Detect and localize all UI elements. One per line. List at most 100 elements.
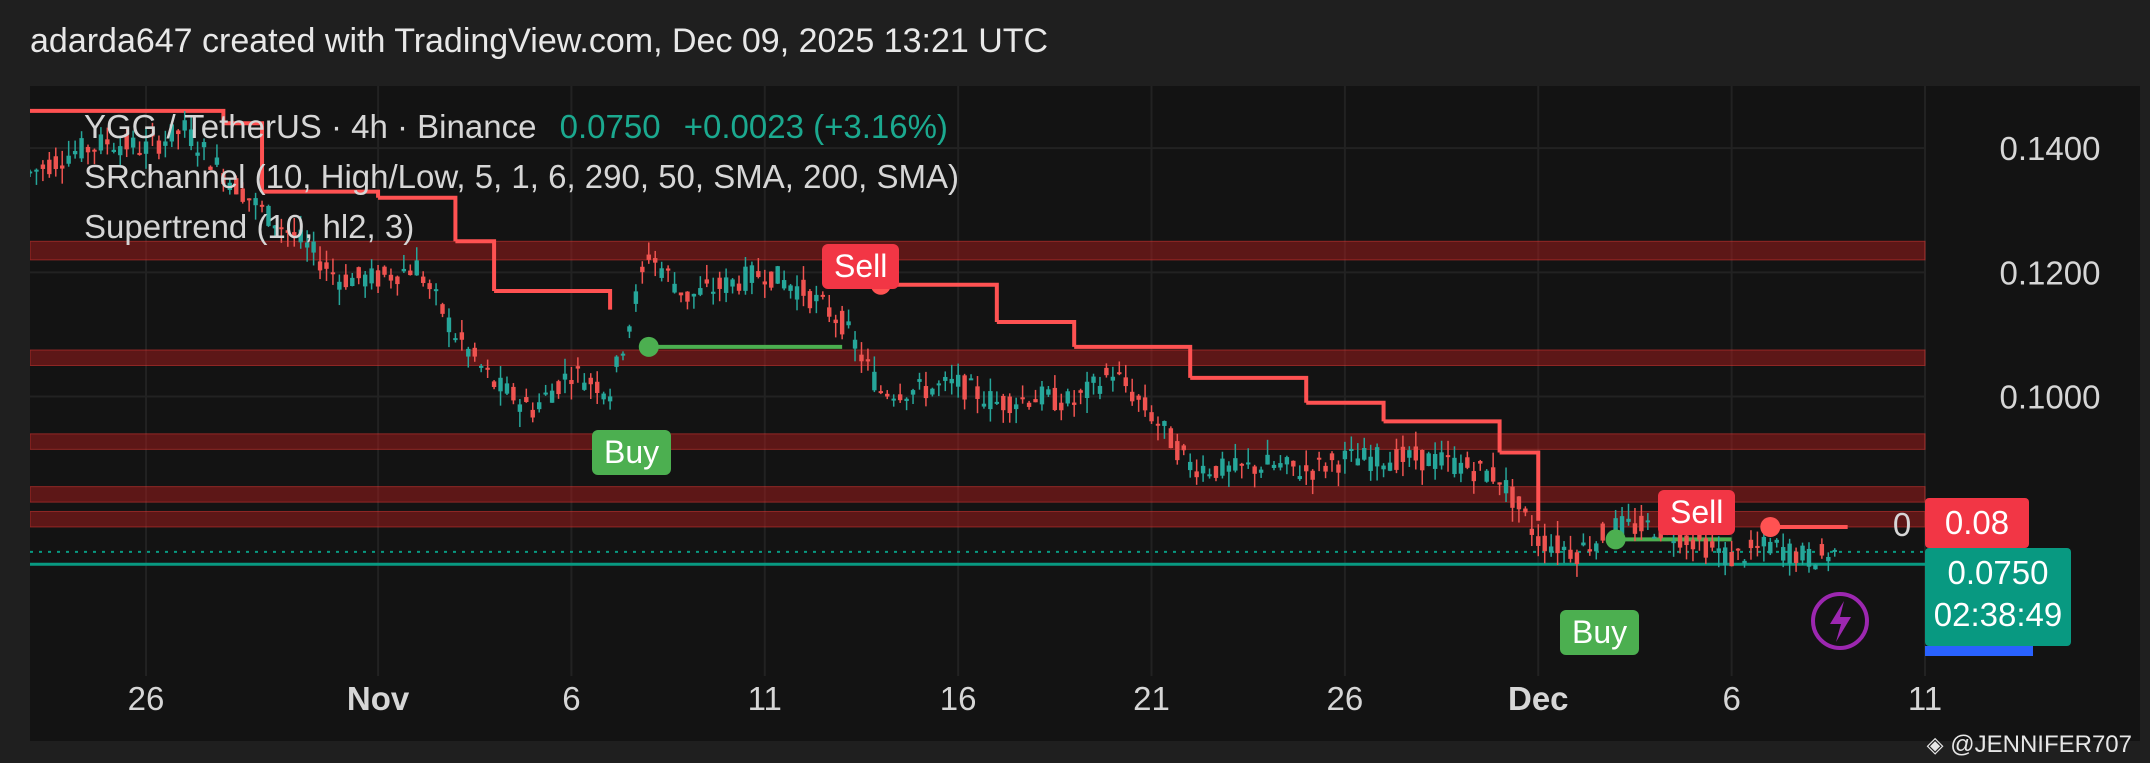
candle-body xyxy=(988,391,993,410)
candle-body xyxy=(1787,543,1792,564)
candle-body xyxy=(105,139,110,145)
buy-signal-dot xyxy=(1605,529,1626,550)
candle-body xyxy=(433,289,439,292)
candle-body xyxy=(1065,391,1070,404)
candle-body xyxy=(66,155,71,164)
x-tick-label: 11 xyxy=(748,680,782,717)
candle-body xyxy=(736,283,742,291)
candle-body xyxy=(478,365,484,368)
candle-body xyxy=(633,291,639,304)
candle-body xyxy=(917,379,922,382)
x-tick-label: 6 xyxy=(562,680,580,717)
candle-body xyxy=(1748,539,1754,549)
candle-body xyxy=(659,268,664,278)
candle-body xyxy=(1432,454,1438,469)
legend-symbol-row: YGG / TetherUS · 4h · Binance 0.0750 +0.… xyxy=(84,108,948,146)
candle-body xyxy=(1020,397,1025,400)
lightning-icon xyxy=(1811,592,1869,650)
candle-body xyxy=(1529,528,1535,535)
legend-supertrend: Supertrend (10, hl2, 3) xyxy=(84,208,415,245)
candle-body xyxy=(801,279,806,296)
candle-body xyxy=(1780,547,1786,561)
candle-body xyxy=(1413,446,1418,461)
candle-body xyxy=(124,133,129,150)
candle-body xyxy=(1136,395,1141,400)
candle-body xyxy=(1336,464,1341,473)
supertrend-line xyxy=(1074,344,1193,378)
candle-body xyxy=(30,171,33,174)
candle-body xyxy=(1039,386,1045,405)
candle-body xyxy=(1374,447,1380,467)
candle-body xyxy=(1258,469,1264,473)
candle-body xyxy=(1304,465,1309,472)
candle-body xyxy=(607,396,613,402)
sell-signal-dot xyxy=(1760,516,1781,537)
candle-body xyxy=(1523,508,1528,513)
x-tick-label: 26 xyxy=(128,680,165,717)
candle-body xyxy=(504,383,510,394)
candle-body xyxy=(511,386,516,401)
candle-body xyxy=(401,268,407,272)
candle-body xyxy=(111,149,116,152)
candle-body xyxy=(1516,496,1522,510)
candle-body xyxy=(1188,461,1193,471)
candle-body xyxy=(1381,465,1386,470)
candle-body xyxy=(1471,471,1477,482)
candle-body xyxy=(1490,467,1496,482)
candle-body xyxy=(150,134,155,137)
candle-body xyxy=(453,338,458,341)
sell-signal-label: Sell xyxy=(822,244,900,289)
candle-body xyxy=(1671,541,1676,544)
candle-body xyxy=(1568,549,1573,559)
candle-body xyxy=(1478,460,1483,464)
candle-body xyxy=(1097,385,1103,394)
x-tick-label: Dec xyxy=(1508,680,1569,717)
candle-body xyxy=(1710,541,1715,548)
candle-body xyxy=(517,404,523,412)
candle-body xyxy=(569,379,574,385)
candle-body xyxy=(1078,390,1083,393)
candle-body xyxy=(156,140,162,154)
candle-body xyxy=(1555,535,1560,554)
candle-body xyxy=(1619,516,1625,535)
current-price-box: 0.0750 02:38:49 xyxy=(1925,548,2071,646)
candle-body xyxy=(691,293,697,297)
candle-body xyxy=(672,283,677,293)
candle-body xyxy=(595,381,600,393)
candle-body xyxy=(1033,399,1038,403)
x-tick-label: Nov xyxy=(347,680,410,717)
candle-body xyxy=(1548,546,1554,553)
candle-body xyxy=(1349,449,1354,452)
candle-body xyxy=(1291,460,1296,467)
candle-body xyxy=(298,229,303,243)
candle-body xyxy=(794,286,800,300)
candle-body xyxy=(253,198,258,206)
candle-body xyxy=(1368,456,1373,471)
supertrend-line xyxy=(1190,375,1309,403)
candle-body xyxy=(730,279,735,287)
candle-body xyxy=(1046,389,1051,395)
candle-body xyxy=(788,285,793,291)
candle-body xyxy=(1632,523,1638,534)
candle-body xyxy=(1452,457,1457,475)
candle-body xyxy=(1510,486,1515,508)
candle-body xyxy=(1297,476,1302,480)
price-chart[interactable]: 0.1400 0.1200 0.1000 26 Nov 6 11 16 21 26 Dec 6 11 xyxy=(30,86,2140,741)
chart-panel[interactable]: 0.1400 0.1200 0.1000 26 Nov 6 11 16 21 26 Dec 6 11 Y… xyxy=(30,86,2140,741)
candle-body xyxy=(1323,465,1328,472)
candle-body xyxy=(1246,462,1251,465)
candle-body xyxy=(1239,463,1244,466)
candle-body xyxy=(1026,402,1032,407)
candle-body xyxy=(1071,402,1077,405)
candle-body xyxy=(575,366,581,369)
candle-body xyxy=(472,347,477,357)
candle-body xyxy=(40,164,46,169)
legend-change: +0.0023 (+3.16%) xyxy=(683,108,948,145)
candle-body xyxy=(968,378,974,381)
candle-body xyxy=(588,377,593,385)
candle-body xyxy=(246,198,252,201)
candle-body xyxy=(1697,530,1702,540)
candle-body xyxy=(556,381,561,395)
candle-body xyxy=(549,390,555,403)
candle-body xyxy=(1497,482,1502,485)
